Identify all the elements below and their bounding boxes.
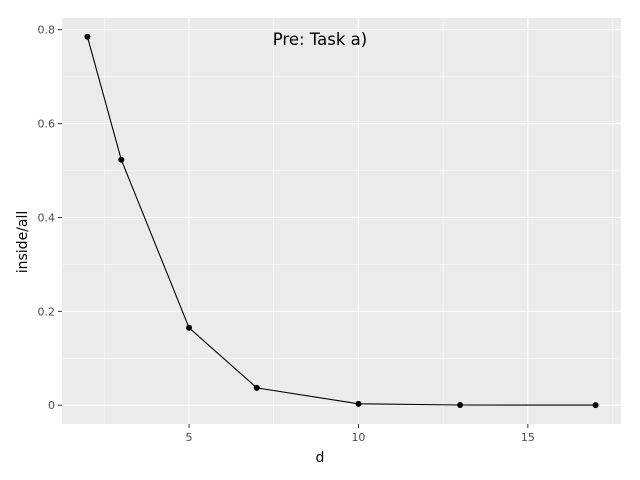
data-point: [253, 384, 260, 391]
x-axis-title: d: [316, 450, 325, 466]
data-point: [592, 402, 599, 409]
y-tick-label: 0.8: [38, 24, 56, 37]
data-point: [186, 324, 193, 331]
x-tick-label: 10: [351, 431, 365, 444]
y-tick-label: 0.4: [38, 211, 56, 224]
series-group: [84, 33, 599, 409]
y-axis: 0 0.2 0.4 0.6 0.8: [38, 24, 62, 412]
data-point: [84, 33, 91, 40]
x-tick-label: 15: [521, 431, 535, 444]
y-tick-label: 0: [48, 399, 55, 412]
data-point: [355, 400, 362, 407]
x-axis: 5 10 15: [186, 424, 535, 444]
x-tick-label: 5: [186, 431, 193, 444]
chart-annotation: Pre: Task a): [273, 30, 367, 49]
data-point: [457, 401, 464, 408]
y-tick-label: 0.6: [38, 118, 56, 131]
y-tick-label: 0.2: [38, 305, 56, 318]
y-axis-title: inside/all: [15, 211, 31, 274]
data-point: [118, 156, 125, 163]
